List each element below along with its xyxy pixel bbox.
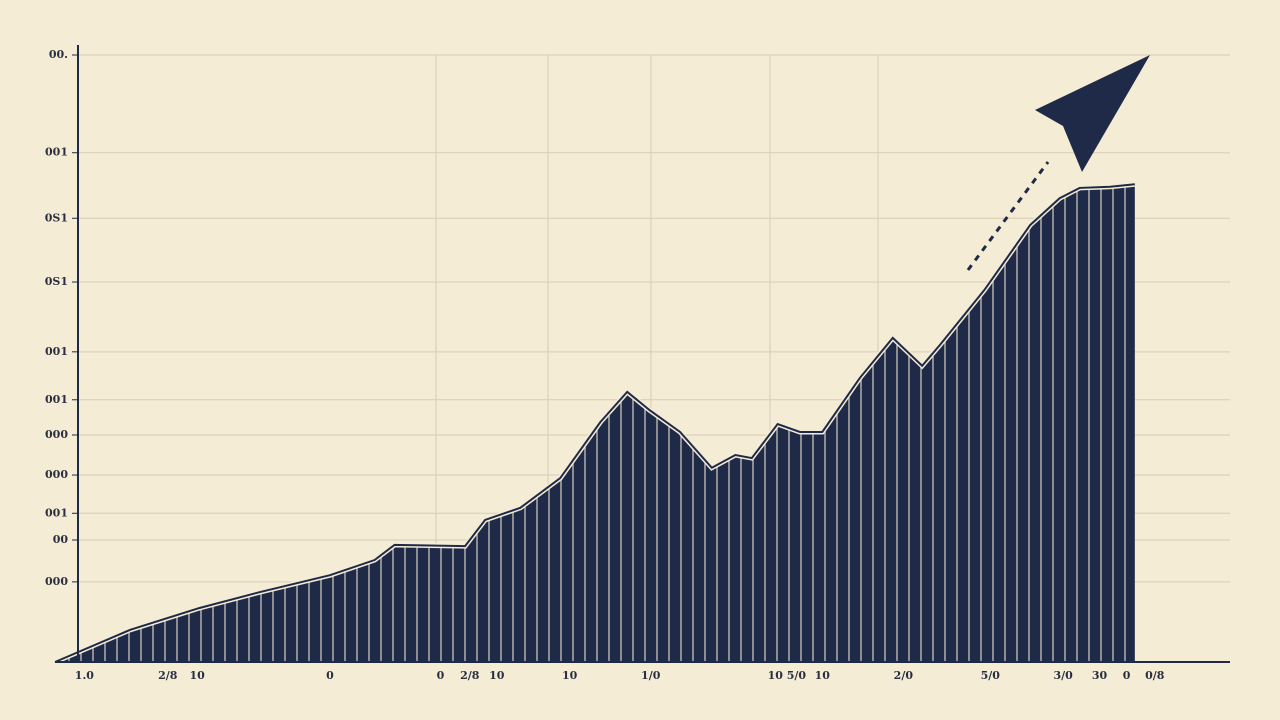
trend-arrow-shaft [966,161,1050,271]
y-tick-label: 001 [45,146,68,159]
x-tick-label: 0 [326,669,334,682]
y-tick-label: 001 [45,393,68,406]
y-tick-label: 000 [45,428,68,441]
x-tick-label: 1.0 [75,669,94,682]
x-tick-label: 2/8 [158,669,178,682]
y-tick-label: 00 [53,533,69,546]
y-tick-label: 0S1 [45,275,68,288]
y-tick-label: 0S1 [45,211,68,224]
x-tick-label: 10 [768,669,784,682]
y-tick-label: 001 [45,506,68,519]
x-tick-label: 10 [190,669,206,682]
trend-arrow-head [1035,55,1150,172]
x-tick-label: 10 [489,669,505,682]
y-tick-label: 000 [45,575,68,588]
y-tick-label: 001 [45,345,68,358]
y-tick-label: 000 [45,468,68,481]
x-tick-label: 0 [437,669,445,682]
x-tick-label: 2/0 [894,669,914,682]
x-tick-label: 5/0 [981,669,1001,682]
x-tick-label: 5/0 [787,669,807,682]
line [54,183,1135,663]
x-tick-label: 10 [562,669,578,682]
x-tick-label: 0/8 [1145,669,1165,682]
area [55,184,1135,662]
x-tick-label: 3/0 [1053,669,1073,682]
x-tick-label: 1/0 [641,669,661,682]
x-tick-label: 2/8 [460,669,480,682]
x-tick-label: 30 [1092,669,1108,682]
y-tick-label: 00. [49,48,68,61]
x-tick-label: 10 [815,669,831,682]
x-tick-label: 0 [1123,669,1131,682]
